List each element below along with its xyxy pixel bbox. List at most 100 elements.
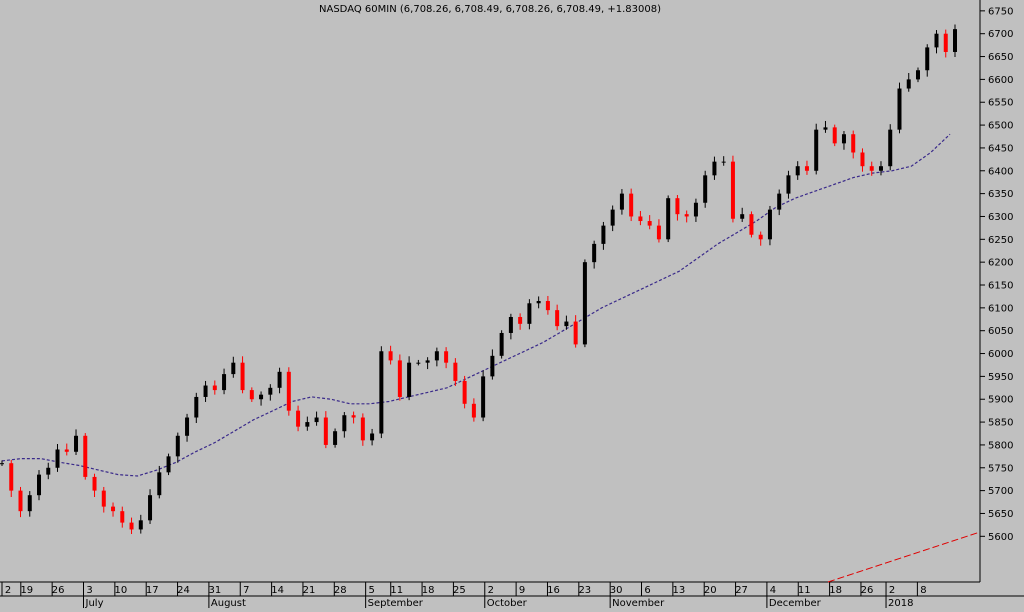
x-day-label: 7	[243, 585, 249, 596]
candle-body	[564, 321, 569, 327]
y-tick-label: 6400	[988, 166, 1013, 177]
x-day-label: 3	[86, 585, 92, 596]
y-tick-label: 5800	[988, 440, 1013, 451]
y-tick-label: 6050	[988, 326, 1013, 337]
candle-body	[841, 134, 846, 144]
candle-body	[804, 166, 809, 171]
candle-body	[175, 435, 180, 457]
candle-body	[684, 214, 689, 217]
candle-body	[693, 202, 698, 217]
candle-body	[601, 225, 606, 244]
candle-body	[360, 417, 365, 441]
candle-body	[397, 360, 402, 397]
candle-body	[240, 362, 245, 391]
x-day-label: 27	[735, 585, 748, 596]
candle-body	[388, 351, 393, 361]
candle-body	[610, 209, 615, 226]
x-day-label: 14	[271, 585, 284, 596]
candle-body	[277, 371, 282, 388]
x-month-label: July	[85, 598, 104, 608]
candle-body	[370, 433, 375, 441]
candle-body	[851, 134, 856, 153]
candle-body	[148, 495, 153, 521]
candle-body	[545, 300, 550, 311]
plot-area	[0, 0, 980, 582]
candle-body	[915, 70, 920, 80]
y-tick-label: 6300	[988, 212, 1013, 223]
candle-body	[712, 161, 717, 176]
candle-body	[231, 362, 236, 375]
candle-body	[869, 166, 874, 171]
candle-body	[888, 129, 893, 167]
candle-body	[953, 29, 957, 52]
candle-body	[592, 243, 597, 263]
candle-body	[860, 152, 865, 167]
candle-body	[749, 214, 754, 235]
candle-body	[471, 403, 476, 418]
y-tick-label: 5750	[988, 463, 1013, 474]
candle-body	[527, 303, 532, 324]
x-day-label: 18	[829, 585, 842, 596]
y-axis: 5600 5650 5700 5750 5800 5850 5900 5950 6000 6050…	[980, 6, 1013, 543]
candle-body	[259, 394, 264, 400]
y-tick-label: 6100	[988, 303, 1013, 314]
candle-body	[453, 362, 458, 381]
y-tick-label: 6750	[988, 6, 1013, 17]
candle-body	[64, 449, 69, 452]
candle-body	[138, 520, 143, 530]
y-tick-label: 6700	[988, 29, 1013, 40]
candle-body	[416, 362, 421, 364]
candle-body	[74, 435, 79, 452]
candle-body	[434, 351, 439, 361]
candle-body	[92, 476, 97, 491]
candle-body	[407, 362, 412, 397]
moving-average-line	[1, 133, 951, 477]
y-tick-label: 6500	[988, 121, 1013, 132]
chart-title: NASDAQ 60MIN (6,708.26, 6,708.49, 6,708.…	[319, 4, 661, 15]
x-day-label: 9	[519, 585, 525, 596]
x-day-label: 21	[303, 585, 316, 596]
candle-body	[925, 47, 930, 71]
x-day-label: 4	[770, 585, 776, 596]
x-month-label: November	[612, 598, 665, 608]
candle-body	[897, 88, 902, 130]
candle-body	[37, 474, 42, 496]
candle-body	[730, 161, 735, 219]
candle-body	[703, 175, 708, 203]
candle-body	[296, 410, 301, 427]
candle-body	[0, 463, 4, 465]
x-day-label: 2	[488, 585, 494, 596]
moving-average-path	[1, 133, 951, 477]
candle-body	[111, 506, 116, 512]
candle-body	[120, 511, 125, 523]
x-day-label: 11	[798, 585, 811, 596]
candle-body	[490, 355, 495, 377]
candle-body	[758, 234, 763, 240]
candle-body	[795, 166, 800, 176]
candle-body	[675, 198, 680, 215]
candle-body	[878, 166, 883, 171]
candle-body	[518, 316, 523, 324]
candle-body	[767, 209, 772, 240]
candle-body	[129, 522, 134, 530]
candle-body	[906, 79, 911, 89]
candle-body	[647, 221, 652, 226]
x-day-label: 10	[114, 585, 127, 596]
x-day-label: 19	[20, 585, 33, 596]
y-tick-label: 6150	[988, 281, 1013, 292]
candle-body	[777, 193, 782, 210]
candle-body	[721, 161, 726, 163]
candle-body	[823, 127, 828, 130]
x-day-label: 26	[52, 585, 65, 596]
x-day-label: 6	[644, 585, 650, 596]
candle-body	[786, 175, 791, 194]
candle-body	[323, 417, 328, 445]
candle-body	[629, 193, 634, 217]
candle-body	[333, 431, 338, 445]
candle-body	[101, 490, 106, 507]
candle-body	[342, 415, 347, 432]
candle-body	[55, 449, 60, 468]
candle-body	[814, 129, 819, 171]
